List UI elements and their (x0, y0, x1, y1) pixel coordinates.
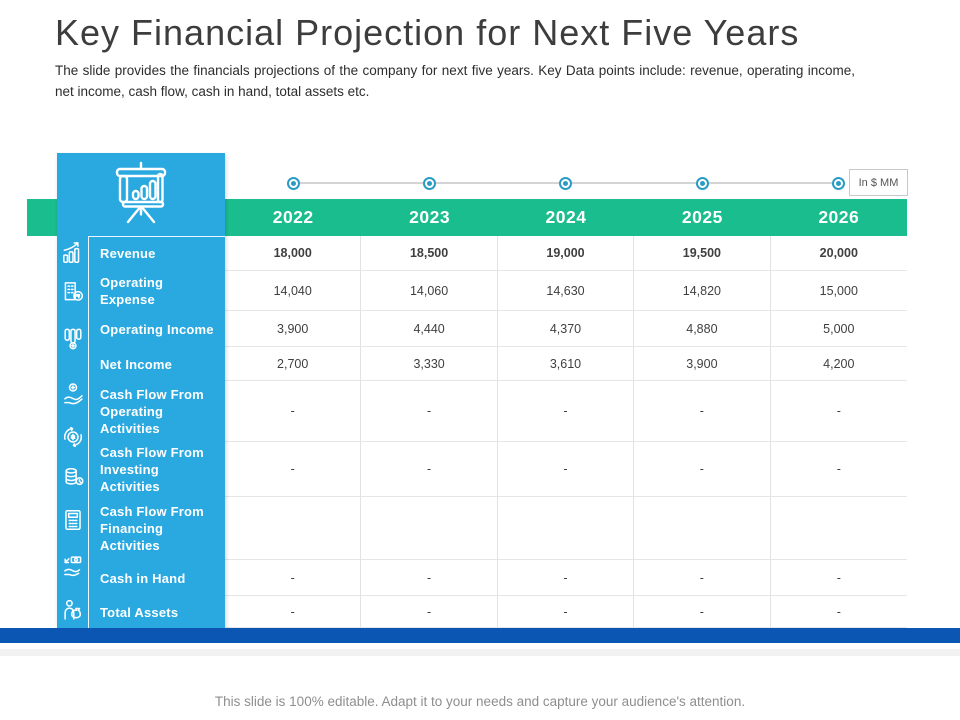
row-label-revenue: Revenue (100, 246, 156, 262)
cell-revenue-2024: 19,000 (497, 236, 635, 271)
cell-cash-flow-from-financing-activities-2025 (634, 497, 771, 560)
row-label-cash-flow-from-investing-activities: Cash Flow From Investing Activities (100, 445, 204, 494)
cell-total-assets-2022: - (225, 596, 362, 628)
cell-cash-flow-from-investing-activities-2023: - (361, 442, 498, 497)
cell-cash-flow-from-financing-activities-2024 (497, 497, 635, 560)
revenue-growth-icon (60, 240, 86, 266)
cell-cash-flow-from-operating-activities-2025: - (634, 381, 771, 442)
row-label-net-income: Net Income (100, 356, 173, 372)
cell-operating-income-2025: 4,880 (634, 311, 771, 347)
cell-net-income-2024: 3,610 (497, 347, 635, 381)
page-title: Key Financial Projection for Next Five Y… (55, 12, 800, 53)
cell-operating-expense-2026: 15,000 (770, 271, 907, 311)
coin-exchange-icon (60, 424, 86, 450)
cell-revenue-2022: 18,000 (225, 236, 362, 271)
row-label-cash-in-hand: Cash in Hand (100, 570, 186, 586)
cell-cash-flow-from-investing-activities-2024: - (497, 442, 635, 497)
year-header-2025: 2025 (681, 207, 723, 227)
cell-cash-in-hand-2023: - (361, 560, 498, 596)
cell-operating-income-2026: 5,000 (770, 311, 907, 347)
cell-operating-expense-2024: 14,630 (497, 271, 635, 311)
timeline-dot (832, 177, 846, 190)
building-expense-icon (60, 278, 86, 304)
cell-cash-flow-from-investing-activities-2026: - (770, 442, 907, 497)
financial-table: 18,000 18,500 19,000 19,500 20,000 14,040 14,0… (225, 236, 907, 628)
cell-revenue-2023: 18,500 (361, 236, 498, 271)
cell-total-assets-2023: - (361, 596, 498, 628)
timeline-dot (559, 177, 573, 190)
hand-transfer-icon (60, 553, 86, 579)
cell-cash-in-hand-2022: - (225, 560, 362, 596)
cell-total-assets-2026: - (770, 596, 907, 628)
cell-operating-income-2024: 4,370 (497, 311, 635, 347)
cell-operating-income-2023: 4,440 (361, 311, 498, 347)
cell-cash-flow-from-operating-activities-2023: - (361, 381, 498, 442)
timeline-dot (422, 177, 436, 190)
cell-total-assets-2024: - (497, 596, 635, 628)
hand-coin-icon (60, 381, 86, 407)
cell-cash-in-hand-2026: - (770, 560, 907, 596)
cell-operating-expense-2023: 14,060 (361, 271, 498, 311)
cell-cash-in-hand-2025: - (634, 560, 771, 596)
person-assets-icon (60, 597, 86, 623)
row-label-operating-income: Operating Income (100, 321, 214, 337)
cell-net-income-2025: 3,900 (634, 347, 771, 381)
unit-label-box: In $ MM (849, 169, 908, 196)
cell-cash-flow-from-operating-activities-2024: - (497, 381, 635, 442)
cell-cash-flow-from-investing-activities-2025: - (634, 442, 771, 497)
year-header-2024: 2024 (545, 207, 587, 227)
cell-cash-in-hand-2024: - (497, 560, 635, 596)
year-header-row: 2022 2023 2024 2025 2026 (225, 199, 907, 236)
cell-net-income-2026: 4,200 (770, 347, 907, 381)
unit-label: In $ MM (858, 176, 899, 189)
cell-operating-income-2022: 3,900 (225, 311, 362, 347)
sidebar-panel: Revenue Operating Expense Operating Income… (57, 153, 225, 628)
cell-revenue-2026: 20,000 (770, 236, 907, 271)
cell-cash-flow-from-financing-activities-2022 (225, 497, 362, 560)
cell-cash-flow-from-financing-activities-2023 (361, 497, 498, 560)
bottom-accent-bar (0, 628, 960, 643)
cell-cash-flow-from-financing-activities-2026 (770, 497, 907, 560)
cell-revenue-2025: 19,500 (634, 236, 771, 271)
cell-cash-flow-from-operating-activities-2026: - (770, 381, 907, 442)
timeline-dot (286, 177, 300, 190)
slide-description: The slide provides the financials projec… (55, 63, 855, 99)
cell-operating-expense-2022: 14,040 (225, 271, 362, 311)
cell-total-assets-2025: - (634, 596, 771, 628)
calculator-icon (60, 507, 86, 533)
row-label-cash-flow-from-operating-activities: Cash Flow From Operating Activities (100, 387, 204, 436)
cell-operating-expense-2025: 14,820 (634, 271, 771, 311)
row-labels: Revenue Operating Expense Operating Income… (88, 236, 225, 628)
row-label-cash-flow-from-financing-activities: Cash Flow From Financing Activities (100, 504, 204, 553)
row-label-operating-expense: Operating Expense (100, 275, 164, 307)
cell-net-income-2023: 3,330 (361, 347, 498, 381)
cell-cash-flow-from-investing-activities-2022: - (225, 442, 362, 497)
year-header-2023: 2023 (409, 207, 451, 227)
year-header-2026: 2026 (818, 207, 860, 227)
timeline-dot (695, 177, 709, 190)
row-label-total-assets: Total Assets (100, 604, 179, 620)
footer-note: This slide is 100% editable. Adapt it to… (214, 694, 746, 709)
cell-cash-flow-from-operating-activities-2022: - (225, 381, 362, 442)
year-header-2022: 2022 (272, 207, 314, 227)
cell-net-income-2022: 2,700 (225, 347, 362, 381)
bottom-shadow-strip (0, 649, 960, 656)
coins-stack-icon (60, 464, 86, 490)
presentation-board-icon (115, 161, 167, 224)
cash-notes-icon (60, 325, 86, 351)
